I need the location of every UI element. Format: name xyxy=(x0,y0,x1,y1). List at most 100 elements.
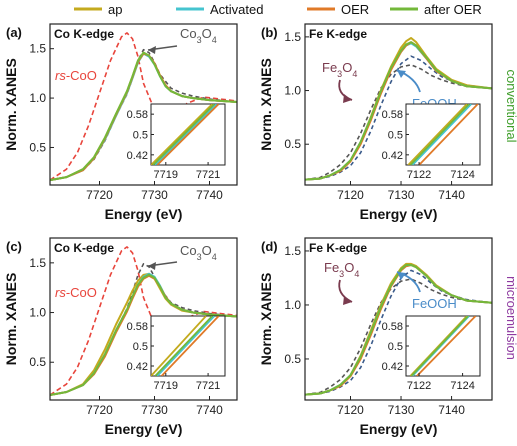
plot-area xyxy=(305,37,492,181)
inset-series-activated xyxy=(411,104,472,165)
arrowhead-fe3o4 xyxy=(343,94,352,103)
inset-series-oer xyxy=(156,104,220,165)
arrowhead-co3o4 xyxy=(148,46,156,54)
arrowhead-fe3o4 xyxy=(343,296,352,305)
inset-y-tick-label: 0.58 xyxy=(382,321,403,333)
inset-y-tick-label: 0.42 xyxy=(382,361,403,373)
plot-area xyxy=(50,32,237,182)
arrowhead-feooh xyxy=(397,272,406,280)
legend-label: ap xyxy=(108,2,122,17)
panels: 7720 7730 7740 0.5 1.0 1.5 Energy (eV) Norm. XA… xyxy=(3,23,493,437)
x-tick-label: 7740 xyxy=(196,188,223,202)
series-after-oer xyxy=(305,41,492,181)
inset-x-tick-label: 7721 xyxy=(196,169,220,181)
plot-frame xyxy=(304,237,493,401)
series-co3o4 xyxy=(50,262,237,396)
inset-plot-area xyxy=(151,316,220,376)
inset-series-activated xyxy=(154,104,218,165)
inset-x-tick-label: 7122 xyxy=(407,169,431,181)
series-feooh xyxy=(305,55,492,181)
inset-series-oer xyxy=(160,316,220,376)
inset-plot-area xyxy=(151,104,220,165)
x-axis-label: Energy (eV) xyxy=(105,206,183,222)
inset-series-ap xyxy=(407,104,468,165)
legend-item-activated: Activated xyxy=(176,2,263,17)
side-label-microemulsion: microemulsion xyxy=(504,276,517,360)
annotation-feooh: FeOOH xyxy=(412,296,457,311)
series-after-oer xyxy=(50,273,237,396)
inset-x-tick-label: 7719 xyxy=(154,380,178,392)
x-tick-label: 7140 xyxy=(438,188,465,202)
y-tick-label: 1.5 xyxy=(29,256,46,270)
annotation-rs-coo: rs-CoO xyxy=(55,285,97,300)
inset: 7122 7124 0.42 0.5 0.58 xyxy=(382,103,481,181)
y-tick-label: 1.0 xyxy=(284,84,301,98)
legend: ap Activated OER after OER xyxy=(74,2,482,17)
edge-label: Co K-edge xyxy=(54,27,114,41)
plot-frame xyxy=(49,237,238,401)
panel-label: (d) xyxy=(261,239,278,254)
legend-item-after-oer: after OER xyxy=(390,2,482,17)
inset-series-ap xyxy=(151,104,213,165)
plot-area xyxy=(305,262,492,396)
legend-label: Activated xyxy=(210,2,263,17)
y-tick-label: 0.5 xyxy=(284,137,301,151)
x-tick-label: 7730 xyxy=(141,403,168,417)
series-after-oer xyxy=(305,264,492,396)
inset: 7719 7721 0.42 0.5 0.58 xyxy=(127,103,226,181)
annotation-fe3o4: Fe3O4 xyxy=(324,260,359,279)
panel-a: 7720 7730 7740 0.5 1.0 1.5 Energy (eV) Norm. XA… xyxy=(3,23,238,222)
inset: 7719 7721 0.42 0.5 0.58 xyxy=(127,315,226,392)
x-tick-label: 7730 xyxy=(141,188,168,202)
edge-label: Co K-edge xyxy=(54,241,114,255)
inset-y-tick-label: 0.5 xyxy=(133,341,148,353)
y-axis-label: Norm. XANES xyxy=(258,273,274,366)
plot-frame xyxy=(304,23,493,186)
inset-x-tick-label: 7719 xyxy=(154,169,178,181)
inset-y-tick-label: 0.42 xyxy=(382,150,403,162)
inset-frame xyxy=(405,315,481,377)
series-after-oer xyxy=(50,51,237,182)
legend-item-ap: ap xyxy=(74,2,122,17)
panel-d: 7120 7130 7140 0.5 1.0 1.5 Energy (eV) Norm. XA… xyxy=(258,237,493,437)
arrowhead-feooh xyxy=(397,70,406,78)
inset-series-ap xyxy=(151,316,207,376)
arrowhead-co3o4 xyxy=(148,262,156,270)
inset-series-after-oer xyxy=(154,316,213,376)
inset-x-tick-label: 7721 xyxy=(196,380,220,392)
inset-y-tick-label: 0.58 xyxy=(382,109,403,121)
series-feooh xyxy=(305,269,492,396)
legend-item-oer: OER xyxy=(307,2,369,17)
inset-plot-area xyxy=(409,316,477,376)
x-tick-label: 7120 xyxy=(337,188,364,202)
x-tick-label: 7720 xyxy=(86,188,113,202)
inset-y-tick-label: 0.5 xyxy=(133,130,148,142)
y-tick-label: 0.5 xyxy=(29,140,46,154)
x-axis-label: Energy (eV) xyxy=(360,206,438,222)
y-tick-label: 1.0 xyxy=(284,298,301,312)
y-tick-label: 0.5 xyxy=(29,355,46,369)
x-tick-label: 7130 xyxy=(388,188,415,202)
y-tick-label: 0.5 xyxy=(284,352,301,366)
x-tick-label: 7140 xyxy=(438,403,465,417)
panel-c: 7720 7730 7740 0.5 1.0 1.5 Energy (eV) Norm. XA… xyxy=(3,237,238,437)
inset-x-tick-label: 7122 xyxy=(407,380,431,392)
inset-series-after-oer xyxy=(409,104,470,165)
x-axis-label: Energy (eV) xyxy=(360,421,438,437)
inset-y-tick-label: 0.58 xyxy=(127,321,148,333)
annotation-fe3o4: Fe3O4 xyxy=(322,60,357,79)
y-axis-label: Norm. XANES xyxy=(3,273,19,366)
edge-label: Fe K-edge xyxy=(309,27,367,41)
inset-series-oer xyxy=(416,316,477,376)
y-axis-label: Norm. XANES xyxy=(258,58,274,151)
inset-x-tick-label: 7124 xyxy=(450,169,474,181)
series-rs-coo xyxy=(50,32,237,181)
inset-frame xyxy=(150,315,226,377)
inset-series-after-oer xyxy=(410,316,469,376)
inset-y-tick-label: 0.42 xyxy=(127,361,148,373)
y-tick-label: 1.5 xyxy=(284,244,301,258)
legend-label: OER xyxy=(341,2,369,17)
panel-b: 7120 7130 7140 0.5 1.0 1.5 Energy (eV) Norm. XA… xyxy=(258,23,493,222)
inset-series-after-oer xyxy=(152,104,216,165)
